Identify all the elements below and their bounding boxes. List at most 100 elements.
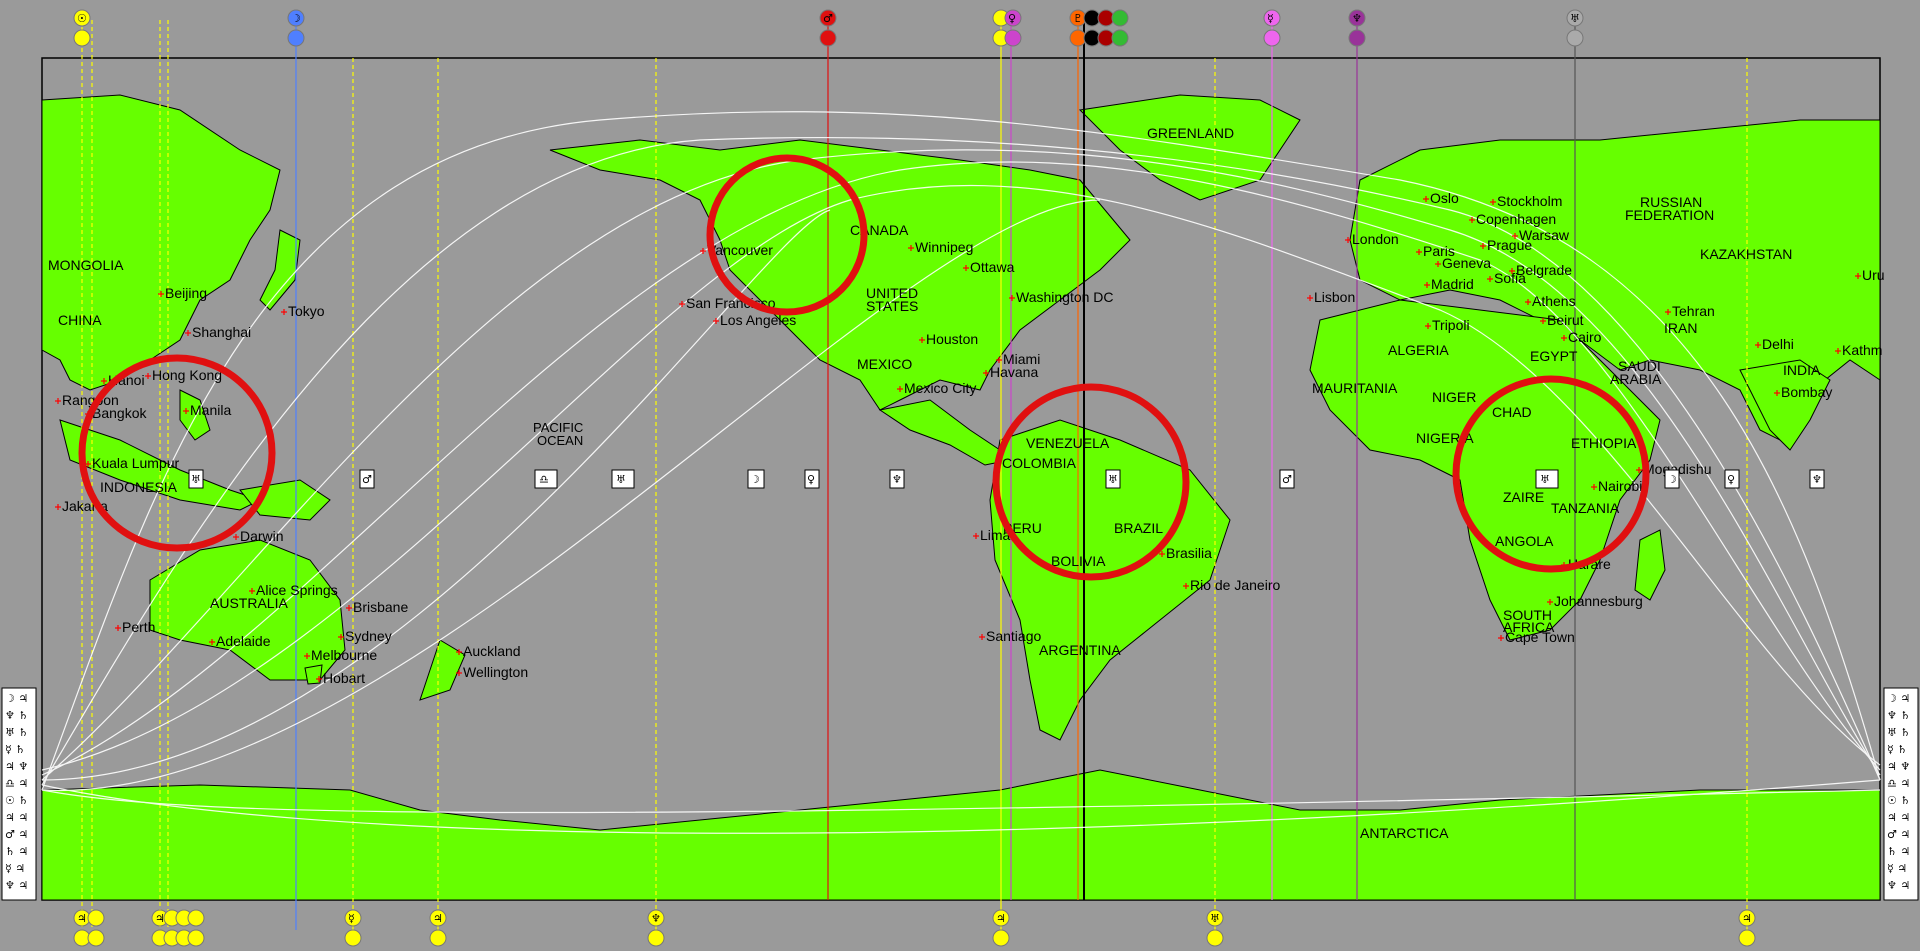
city-athens: Athens <box>1532 293 1576 309</box>
city-houston: Houston <box>926 331 978 347</box>
city-hobart: Hobart <box>323 670 365 686</box>
side-panel-row: ♃ ♆ <box>5 760 28 773</box>
midline-glyph-5: ☽ <box>750 473 760 486</box>
bottom-glyph-6: ♃ <box>996 912 1006 925</box>
side-panel-row: ♂ ♃ <box>1887 828 1910 841</box>
region-russian-2: FEDERATION <box>1625 207 1714 223</box>
city-marker <box>1435 261 1441 267</box>
city-marker <box>281 309 287 315</box>
city-marker <box>1480 243 1486 249</box>
city-marker <box>1498 635 1504 641</box>
city-marker <box>1509 268 1515 274</box>
top-glyph-mars: ♂ <box>823 12 833 25</box>
city-miami: Miami <box>1003 351 1040 367</box>
region-pacific-1: PACIFIC <box>533 420 583 435</box>
city-marker <box>115 625 121 631</box>
midline-glyph-3: ♎ <box>539 473 549 486</box>
land-antarctica <box>41 769 1881 901</box>
region-south-africa-2: AFRICA <box>1503 619 1555 635</box>
city-nairobi: Nairobi <box>1598 478 1642 494</box>
city-beijing: Beijing <box>165 285 207 301</box>
side-panel-row: ☉ ♄ <box>5 794 28 807</box>
city-marker <box>346 605 352 611</box>
city-adelaide: Adelaide <box>216 633 271 649</box>
city-marker <box>1159 551 1165 557</box>
city-santiago: Santiago <box>986 628 1041 644</box>
city-marker <box>908 245 914 251</box>
city-marker <box>1665 309 1671 315</box>
side-panel-row: ♃ ♆ <box>1887 760 1910 773</box>
region-colombia: COLOMBIA <box>1002 455 1077 471</box>
bottom-glyph-8: ♃ <box>1742 912 1752 925</box>
top-glyph-neptune: ♆ <box>1352 12 1362 25</box>
city-marker <box>1469 217 1475 223</box>
city-prague: Prague <box>1487 237 1532 253</box>
city-perth: Perth <box>122 619 155 635</box>
city-marker <box>1416 249 1422 255</box>
region-south-africa-1: SOUTH <box>1503 607 1552 623</box>
city-marker <box>983 370 989 376</box>
city-marker <box>183 408 189 414</box>
bottom-glyphs: ♃ ♃ ☿ ♃ ♆ ♃ ♅ ♃ <box>73 909 1756 947</box>
region-zaire: ZAIRE <box>1503 489 1544 505</box>
city-copenhagen: Copenhagen <box>1476 211 1556 227</box>
city-marker <box>101 378 107 384</box>
region-angola: ANGOLA <box>1495 533 1554 549</box>
top-glyphs: ☉ ☽ ♂ ♀ ♇ ☿ ♆ ♅ <box>73 9 1584 47</box>
midline-glyphs: ♅ ♂ ♎ ♅ ☽ ♀ ♆ ♅ ♂ ♅ ☽ ♀ ♆ <box>188 469 1825 489</box>
city-tripoli: Tripoli <box>1432 317 1470 333</box>
city-marker <box>456 670 462 676</box>
highlight-circle-south-america <box>992 383 1190 581</box>
city-lima: Lima <box>980 527 1011 543</box>
land-madagascar <box>1634 529 1666 601</box>
bottom-glyph-7: ♅ <box>1210 912 1220 925</box>
city-marker <box>1512 233 1518 239</box>
region-mongolia: MONGOLIA <box>48 257 124 273</box>
city-rio: Rio de Janeiro <box>1190 577 1280 593</box>
city-tokyo: Tokyo <box>288 303 325 319</box>
city-oslo: Oslo <box>1430 190 1459 206</box>
region-mexico: MEXICO <box>857 356 912 372</box>
city-marker <box>456 649 462 655</box>
side-panel-row: ☿ ♄ <box>5 743 25 756</box>
city-brisbane: Brisbane <box>353 599 408 615</box>
city-belgrade: Belgrade <box>1516 262 1572 278</box>
city-mexico-city: Mexico City <box>904 380 976 396</box>
city-ottawa: Ottawa <box>970 259 1015 275</box>
side-panel-row: ♃ ♃ <box>5 811 28 824</box>
top-glyph-sun: ☉ <box>77 12 87 25</box>
highlight-circles <box>78 154 1650 581</box>
bottom-glyph-4: ♃ <box>433 912 443 925</box>
city-sydney: Sydney <box>345 628 392 644</box>
city-havana: Havana <box>990 364 1038 380</box>
city-marker <box>316 676 322 682</box>
city-bangkok: Bangkok <box>92 405 147 421</box>
city-geneva: Geneva <box>1442 255 1491 271</box>
city-hong-kong: Hong Kong <box>152 367 222 383</box>
city-johannesburg: Johannesburg <box>1554 593 1643 609</box>
bottom-glyph-5: ♆ <box>651 912 661 925</box>
side-panel-row: ♅ ♄ <box>1887 726 1910 739</box>
region-niger: NIGER <box>1432 389 1476 405</box>
region-us-2: STATES <box>866 298 918 314</box>
side-panel-row: ♆ ♃ <box>5 879 28 892</box>
region-bolivia: BOLIVIA <box>1051 553 1106 569</box>
city-marker <box>185 330 191 336</box>
highlight-circle-east-africa <box>1452 375 1650 573</box>
midline-glyph-12: ♀ <box>1727 473 1735 486</box>
top-glyph-uranus: ♅ <box>1570 12 1580 25</box>
city-marker <box>996 357 1002 363</box>
city-marker <box>1540 318 1546 324</box>
highlight-circle-vancouver <box>706 154 868 316</box>
land-philippines <box>179 389 211 441</box>
city-marker <box>233 534 239 540</box>
region-argentina: ARGENTINA <box>1039 642 1121 658</box>
side-panel-row: ☿ ♃ <box>1887 862 1907 875</box>
side-panel-row: ♄ ♃ <box>5 845 28 858</box>
city-cape-town: Cape Town <box>1505 629 1575 645</box>
city-marker <box>338 634 344 640</box>
midline-glyph-13: ♆ <box>1812 473 1822 486</box>
midline-glyph-4: ♅ <box>616 473 626 486</box>
cities: Beijing Tokyo Shanghai Hanoi Hong Kong R… <box>55 190 1885 686</box>
city-marker <box>973 533 979 539</box>
